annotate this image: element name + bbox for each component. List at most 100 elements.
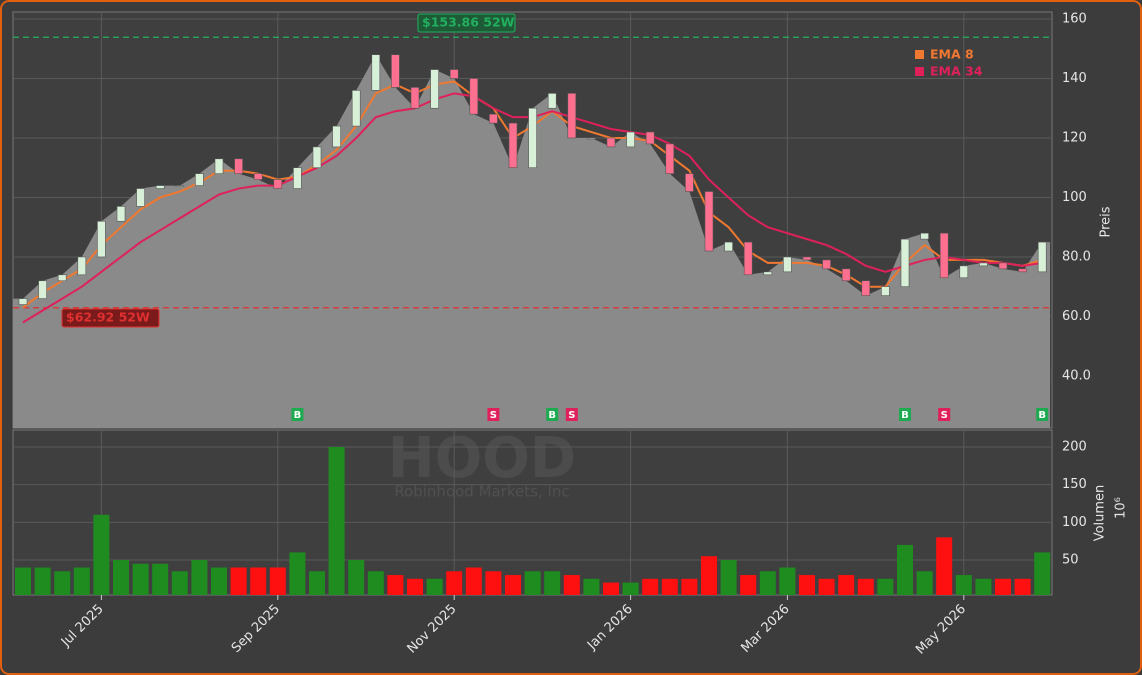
reference-label-box [61,308,160,328]
candle-body [195,173,204,186]
y-tick-label: 50 [1062,552,1079,567]
candle-body [567,93,577,139]
volume-bar [1034,552,1051,595]
candle-body [900,238,910,288]
candle-body [763,271,773,276]
volume-bar [877,578,894,595]
volume-bar [465,567,482,595]
reference-label: $62.92 52W [66,310,150,325]
candle-body [959,265,969,279]
volume-bar [407,578,423,595]
candle-body [371,54,381,91]
volume-bar [916,571,933,595]
y-tick-label: 150 [1062,477,1087,492]
candle-body [155,185,165,189]
volume-bar [348,559,365,595]
volume-bar [759,571,776,595]
volume-bar [975,578,992,595]
candle-body [430,69,439,109]
legend-swatch [915,50,924,59]
candle-body [410,87,420,109]
volume-bar [34,567,51,595]
volume-bar [152,563,169,595]
volume-bar [446,571,463,595]
signal-label: B [1038,410,1046,421]
candle-body [783,256,792,273]
volume-bar [132,563,149,595]
price-area [13,54,1050,429]
volume-bar [740,575,757,595]
candle-body [332,125,341,148]
candle-body [606,137,616,148]
signal-box [899,408,911,421]
candle-body [508,122,518,169]
volume-bar [485,571,502,595]
candle-body [665,143,675,174]
candle-body [489,113,498,124]
y-axis-label: Preis [1099,206,1114,237]
legend-label: EMA 8 [930,47,974,62]
candle-body [998,262,1008,270]
signal-label: S [490,410,497,421]
volume-bar [426,578,443,595]
candle-body [645,131,655,145]
candle-body [626,131,635,148]
candle-body [18,298,28,305]
y-tick-label: 100 [1062,515,1087,530]
reference-label-box [417,13,516,33]
y-axis-label: Volumen [1093,485,1108,542]
volume-bar [799,575,815,595]
volume-bar [661,578,678,595]
candle-body [1018,268,1027,273]
legend-swatch [915,67,924,76]
volume-bar [701,556,717,595]
volume-bar [113,559,129,595]
volume-bar [191,559,208,595]
candle-body [547,93,557,109]
y-tick-label: 120 [1062,130,1087,145]
signal-label: B [901,410,909,421]
volume-bar [897,544,913,595]
volume-bar [838,575,855,595]
signal-label: B [294,410,302,421]
candle-body [38,280,47,299]
volume-bar [681,578,698,595]
volume-bar [622,582,639,595]
candle-body [704,191,714,252]
y-tick-label: 100 [1062,190,1087,205]
volume-bar [955,575,972,595]
signal-label: S [941,410,948,421]
volume-bar [54,571,71,595]
volume-bar [73,567,90,595]
volume-bar [289,552,306,595]
candle-body [743,241,753,276]
signal-box [487,408,500,421]
volume-bar [720,559,737,595]
candle-body [116,206,126,222]
ticker-watermark: HOOD [388,426,577,491]
y-axis-unit: 10⁶ [1114,497,1129,519]
volume-bar [818,578,835,595]
volume-bar [583,578,600,595]
volume-bar [563,575,580,595]
candle-body [802,256,812,261]
candle-body [312,146,322,169]
candle-body [253,173,263,180]
candle-body [77,256,87,276]
candle-body [685,173,694,192]
volume-bar [269,567,286,595]
reference-label: $153.86 52W [422,15,515,30]
candle-body [273,179,283,189]
volume-bar [642,578,659,595]
signal-box [546,408,559,421]
volume-bar [1014,578,1031,595]
volume-bar [857,578,874,595]
signal-box [938,408,951,421]
candle-body [449,69,459,79]
y-tick-label: 160 [1062,11,1087,26]
candle-body [351,90,361,127]
volume-bar [367,571,384,595]
y-tick-label: 140 [1062,71,1087,86]
